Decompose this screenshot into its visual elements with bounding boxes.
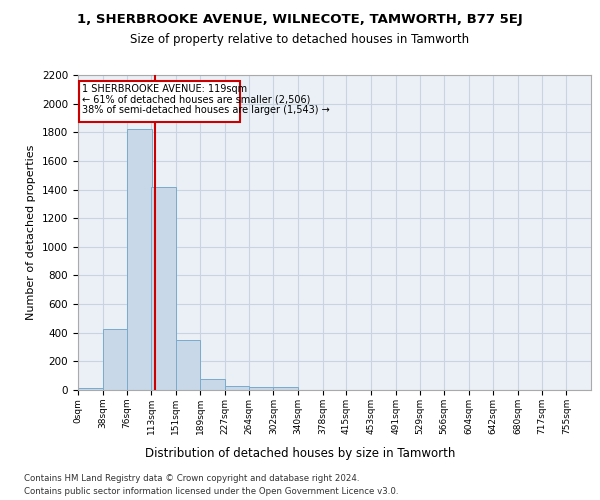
Y-axis label: Number of detached properties: Number of detached properties [26,145,37,320]
Text: 1 SHERBROOKE AVENUE: 119sqm: 1 SHERBROOKE AVENUE: 119sqm [82,84,247,94]
Text: Size of property relative to detached houses in Tamworth: Size of property relative to detached ho… [130,32,470,46]
Bar [200,380,225,390]
Bar [274,387,298,390]
Bar [225,386,250,390]
Bar [249,387,274,390]
Text: Contains HM Land Registry data © Crown copyright and database right 2024.: Contains HM Land Registry data © Crown c… [24,474,359,483]
Bar [103,329,127,390]
Bar [151,186,176,390]
Text: ← 61% of detached houses are smaller (2,506): ← 61% of detached houses are smaller (2,… [82,94,310,104]
FancyBboxPatch shape [79,82,241,122]
Text: Distribution of detached houses by size in Tamworth: Distribution of detached houses by size … [145,448,455,460]
Text: 1, SHERBROOKE AVENUE, WILNECOTE, TAMWORTH, B77 5EJ: 1, SHERBROOKE AVENUE, WILNECOTE, TAMWORT… [77,12,523,26]
Text: 38% of semi-detached houses are larger (1,543) →: 38% of semi-detached houses are larger (… [82,105,329,115]
Bar [176,340,200,390]
Bar [127,130,152,390]
Bar [78,388,103,390]
Text: Contains public sector information licensed under the Open Government Licence v3: Contains public sector information licen… [24,487,398,496]
